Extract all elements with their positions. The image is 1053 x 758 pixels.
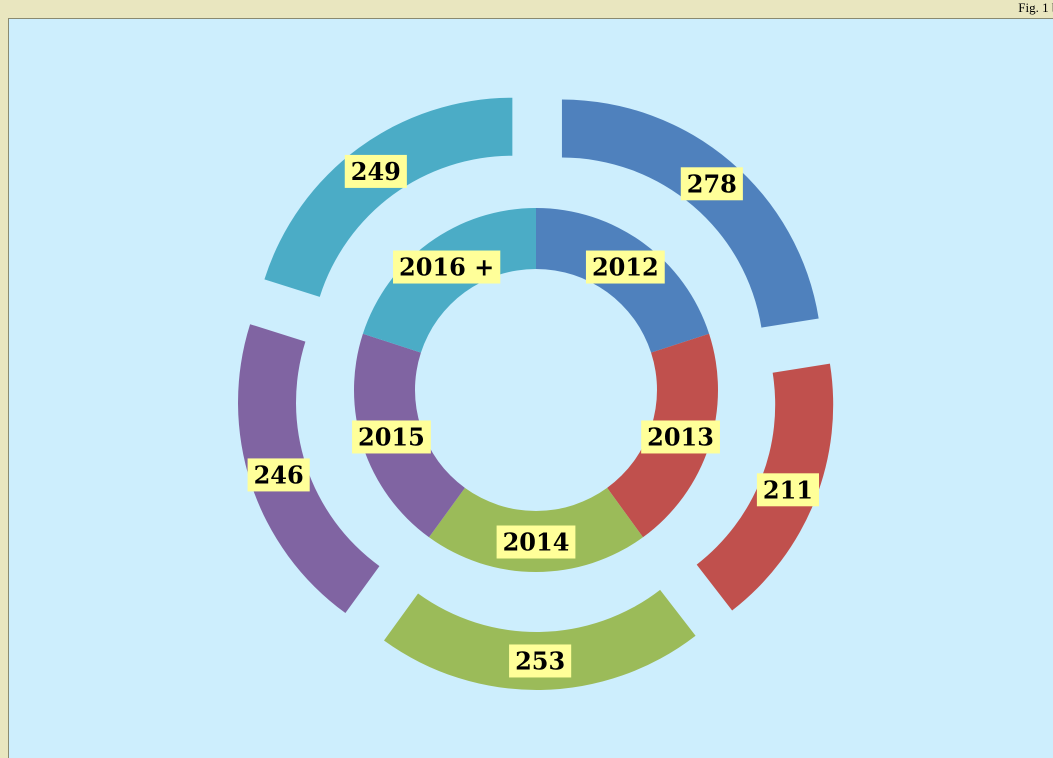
- data-label-bg: [247, 458, 310, 492]
- outer-segment: [561, 99, 819, 328]
- data-label: 249: [351, 157, 401, 186]
- data-label: 2012: [592, 253, 659, 282]
- data-label-bg: [352, 420, 431, 454]
- data-label-bg: [641, 420, 720, 454]
- data-label-bg: [344, 154, 407, 188]
- data-label-bg: [393, 250, 501, 284]
- data-label: 253: [515, 646, 565, 675]
- data-label: 2015: [358, 422, 425, 451]
- data-label-bg: [585, 250, 665, 284]
- data-label: 2014: [503, 528, 570, 557]
- data-label: 211: [763, 475, 813, 504]
- outer-segment: [383, 589, 696, 690]
- data-label: 278: [687, 169, 737, 198]
- data-label-bg: [680, 167, 743, 201]
- outer-segment: [264, 97, 513, 297]
- data-label-bg: [509, 644, 572, 678]
- data-label-bg: [496, 525, 576, 559]
- data-label: 2013: [647, 422, 714, 451]
- data-label-bg: [756, 473, 820, 507]
- data-label: 2016 +: [399, 253, 494, 282]
- figure-caption: Fig. 1 bis: [1018, 0, 1053, 15]
- data-label: 246: [254, 460, 304, 489]
- outer-segment: [238, 324, 380, 614]
